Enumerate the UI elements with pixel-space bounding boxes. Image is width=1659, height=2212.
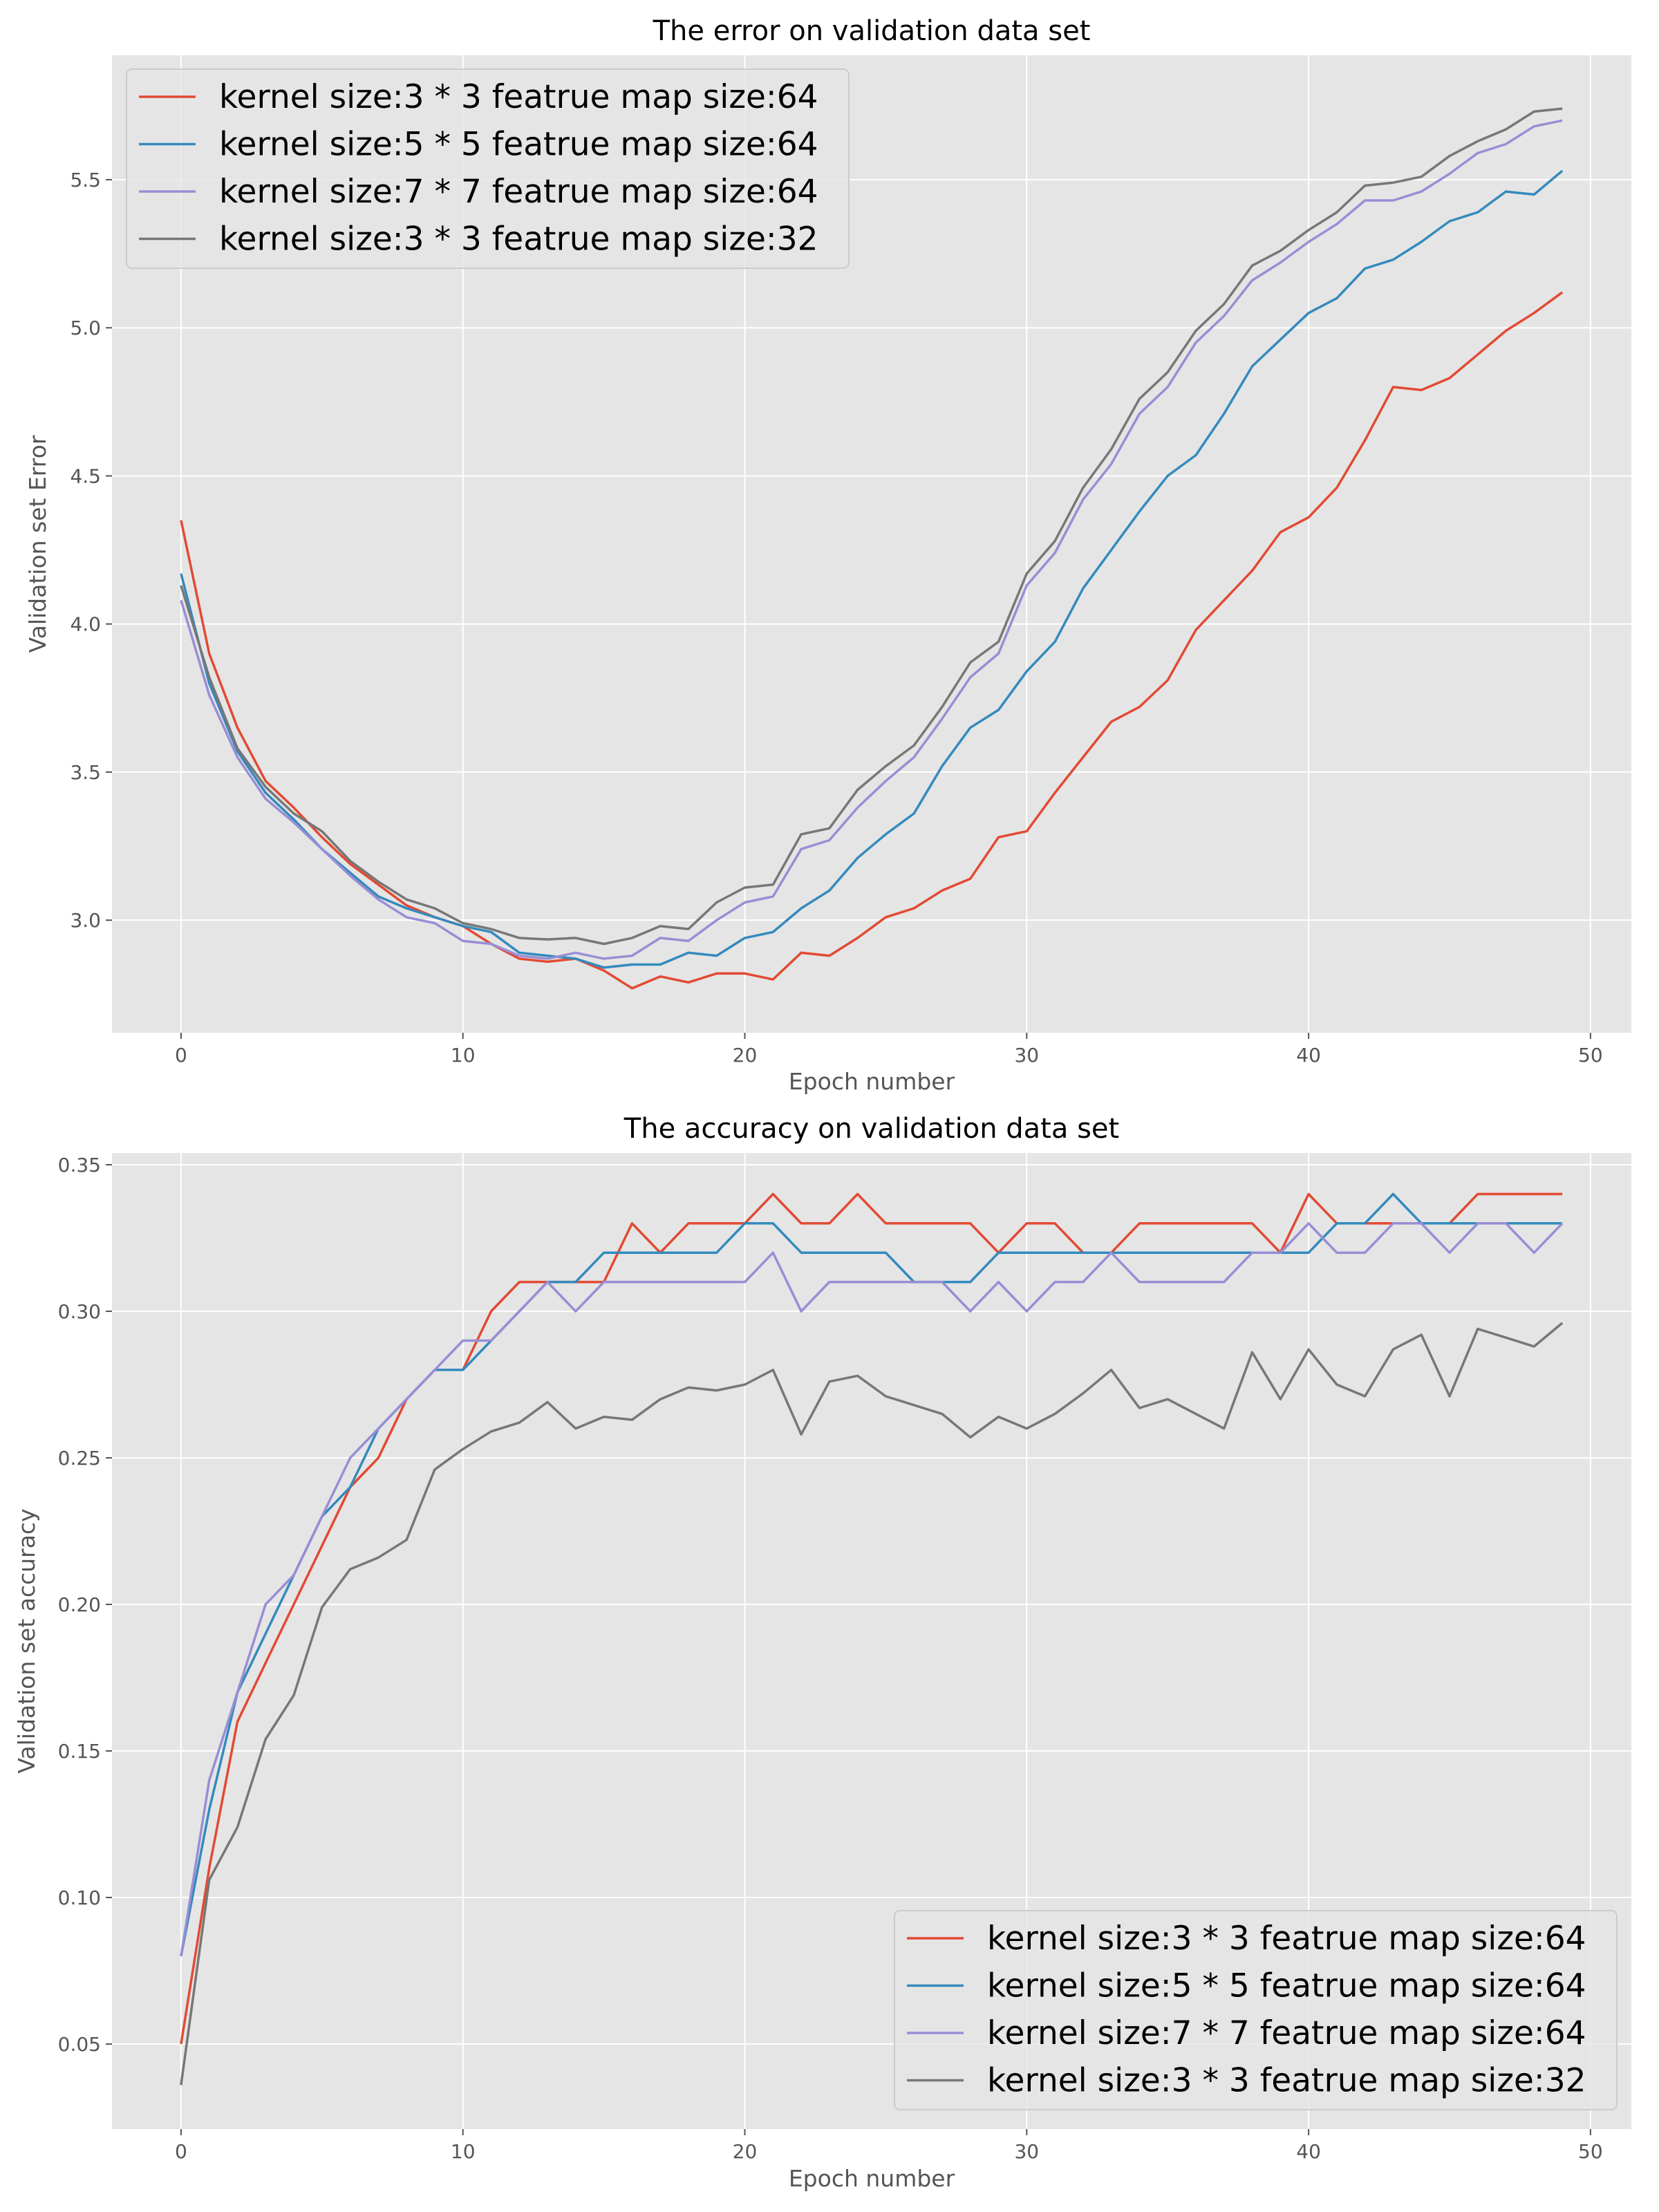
x-tick-label: 10 <box>451 2140 476 2163</box>
y-tick-label: 4.0 <box>70 613 101 636</box>
chart-title: The error on validation data set <box>653 15 1091 47</box>
x-axis-label: Epoch number <box>789 1068 955 1095</box>
y-tick-label: 0.05 <box>58 2033 101 2056</box>
legend-label: kernel size:3 * 3 featrue map size:32 <box>219 221 818 259</box>
legend-label: kernel size:3 * 3 featrue map size:32 <box>987 2062 1586 2100</box>
y-tick-label: 5.5 <box>70 169 101 191</box>
legend: kernel size:3 * 3 featrue map size:64 ker… <box>894 1910 1618 2110</box>
y-tick-label: 3.0 <box>70 909 101 932</box>
y-tick-label: 3.5 <box>70 761 101 784</box>
y-axis-label: Validation set accuracy <box>13 1508 40 1773</box>
legend-label: kernel size:5 * 5 featrue map size:64 <box>219 126 818 164</box>
y-axis-label: Validation set Error <box>24 435 51 653</box>
y-tick-label: 0.20 <box>58 1593 101 1616</box>
chart-title: The accuracy on validation data set <box>624 1113 1119 1145</box>
y-tick-label: 0.15 <box>58 1740 101 1763</box>
x-tick-label: 50 <box>1578 2140 1603 2163</box>
x-tick-label: 40 <box>1296 1044 1321 1067</box>
x-axis-label: Epoch number <box>789 2165 955 2192</box>
x-tick-label: 30 <box>1014 1044 1039 1067</box>
legend-label: kernel size:7 * 7 featrue map size:64 <box>987 2014 1586 2052</box>
y-tick-label: 5.0 <box>70 317 101 339</box>
x-tick-label: 0 <box>175 1044 187 1067</box>
x-tick-label: 0 <box>175 2140 187 2163</box>
legend: kernel size:3 * 3 featrue map size:64 ker… <box>126 68 850 269</box>
legend-label: kernel size:5 * 5 featrue map size:64 <box>987 1967 1586 2005</box>
y-tick-label: 0.35 <box>58 1154 101 1177</box>
error-chart: 0 10 20 30 40 50 3.0 3.5 4.0 4.5 5.0 5.5 The error o… <box>24 15 1631 1095</box>
x-tick-label: 10 <box>451 1044 476 1067</box>
series-line-3 <box>180 119 1563 960</box>
series-line-4 <box>180 107 1563 946</box>
legend-frame <box>126 68 850 269</box>
series-line-2 <box>180 169 1564 969</box>
legend-label: kernel size:3 * 3 featrue map size:64 <box>219 78 818 116</box>
series-line-1 <box>180 291 1564 990</box>
x-tick-label: 20 <box>733 2140 758 2163</box>
legend-frame <box>894 1910 1618 2110</box>
x-tick-label: 40 <box>1296 2140 1321 2163</box>
accuracy-chart: 0 10 20 30 40 50 0.05 0.10 0.15 0.20 0.25 0.30 0.35 T… <box>13 1113 1631 2192</box>
y-tick-label: 0.10 <box>58 1886 101 1909</box>
x-tick-label: 30 <box>1014 2140 1039 2163</box>
y-tick-label: 0.25 <box>58 1447 101 1470</box>
legend-label: kernel size:3 * 3 featrue map size:64 <box>987 1920 1586 1958</box>
legend-label: kernel size:7 * 7 featrue map size:64 <box>219 173 818 211</box>
x-tick-label: 20 <box>733 1044 758 1067</box>
y-tick-label: 0.30 <box>58 1300 101 1323</box>
series-line-3 <box>180 1222 1564 1957</box>
y-tick-label: 4.5 <box>70 465 101 487</box>
x-tick-label: 50 <box>1578 1044 1603 1067</box>
series-line-4 <box>180 1322 1564 2086</box>
